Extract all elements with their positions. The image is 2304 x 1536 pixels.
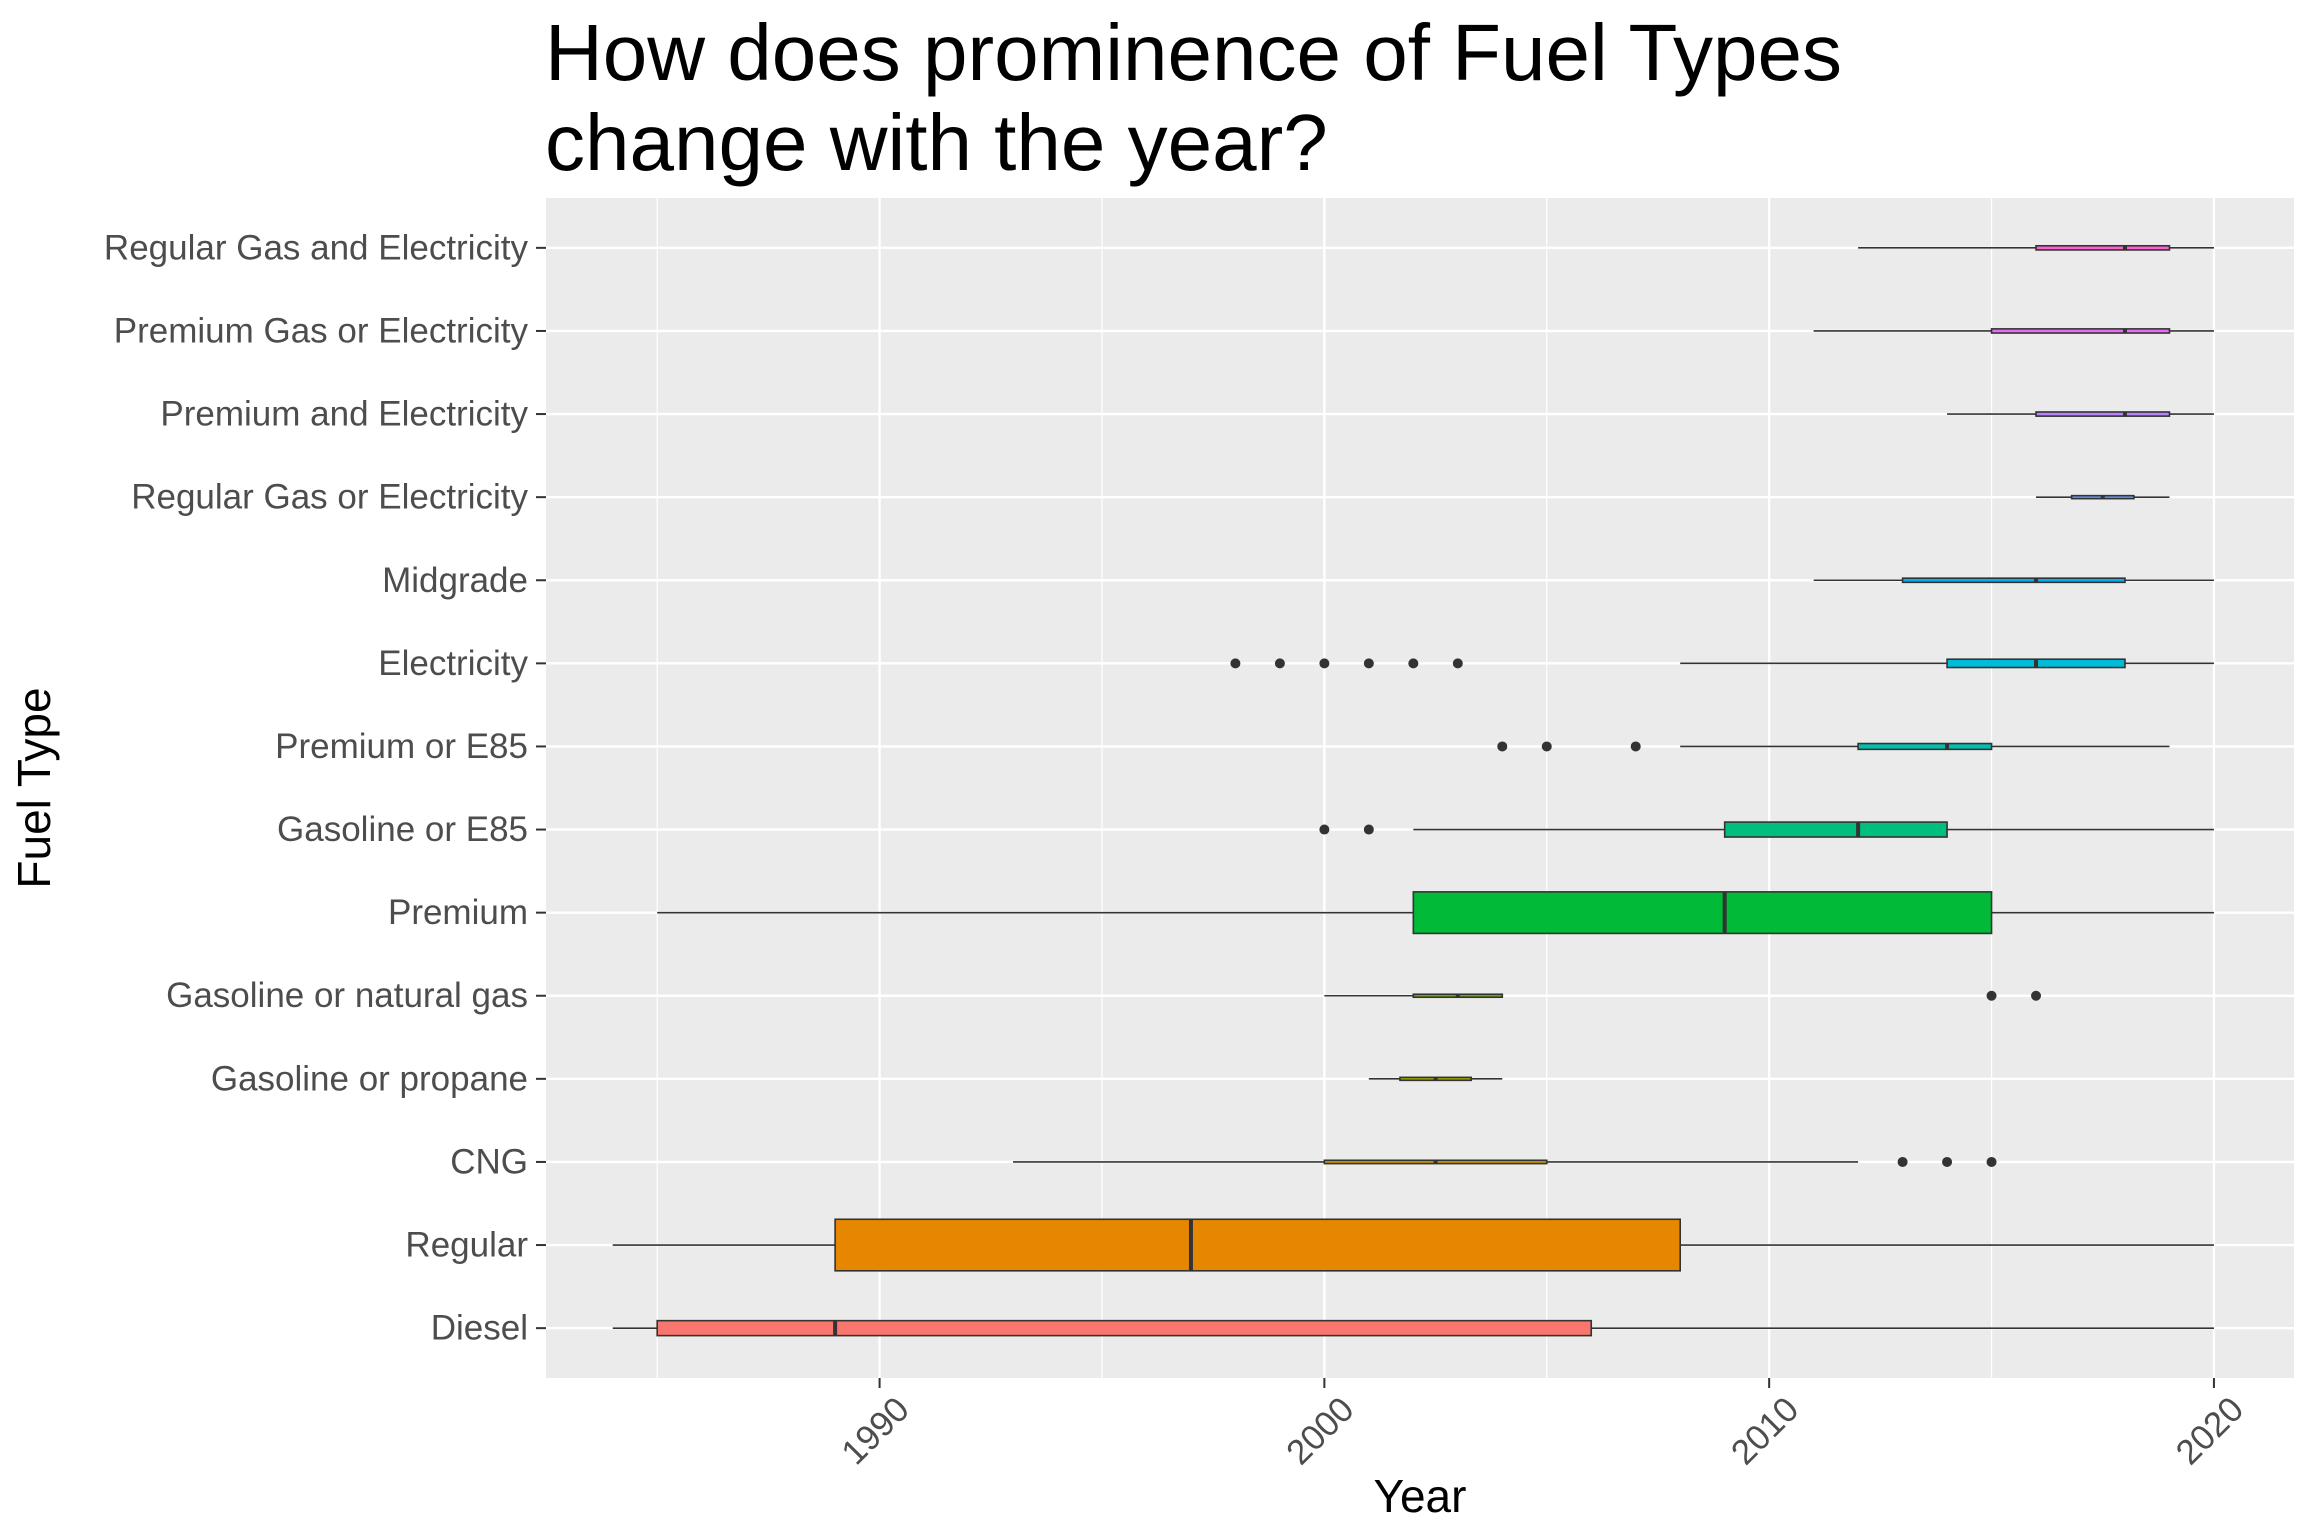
y-tick-label: CNG [450,1142,528,1181]
box-layer [612,244,2214,1337]
outlier-point [1319,824,1330,835]
box-iqr [656,1319,1593,1337]
y-tick-label: Premium Gas or Electricity [114,311,529,350]
outlier-point [1363,658,1374,669]
box-group [612,1218,2214,1272]
box-group [1858,244,2214,251]
outlier-point [1408,658,1419,669]
y-tick-label: Regular [405,1226,528,1265]
outlier-point [1897,1156,1908,1167]
box-iqr [1723,821,1948,838]
box-group [1813,328,2214,334]
box-group [612,1319,2214,1337]
outlier-point [1363,824,1374,835]
box-iqr [2035,411,2171,417]
y-tick-label: Premium [388,893,528,932]
box-group [1013,1156,1997,1167]
outlier-point [1986,990,1997,1001]
outlier-point [1452,658,1463,669]
box-group [2036,494,2170,500]
chart-title-line-1: How does prominence of Fuel Types [545,8,1842,97]
y-tick-label: Regular Gas and Electricity [104,228,529,267]
outlier-point [1497,741,1508,752]
chart-title-line-2: change with the year? [545,98,1328,187]
x-axis-label: Year [1374,1470,1467,1522]
outlier-point [1274,658,1285,669]
outlier-point [1319,658,1330,669]
box-group [1319,821,2214,838]
box-group [1230,658,2214,669]
outlier-point [1630,741,1641,752]
x-tick-label: 1990 [834,1390,917,1473]
plot-panel [546,198,2294,1378]
box-iqr [1901,577,2126,584]
box-group [1497,741,2170,752]
y-tick-label: Gasoline or E85 [277,810,528,849]
x-tick-label: 2000 [1279,1390,1362,1473]
box-group [657,891,2214,935]
x-tick-label: 2010 [1724,1390,1807,1473]
box-iqr [2035,244,2171,251]
y-tick-label: Gasoline or natural gas [166,976,528,1015]
box-iqr [1857,742,1993,751]
chart-title: How does prominence of Fuel Types change… [545,8,2245,188]
box-group [1813,577,2214,584]
box-iqr [1412,891,1993,935]
y-tick-label: Electricity [378,644,528,683]
box-iqr [834,1218,1681,1272]
y-tick-label: Gasoline or propane [211,1059,528,1098]
y-axis-label: Fuel Type [8,687,60,888]
outlier-point [2031,990,2042,1001]
box-iqr [1990,328,2171,334]
box-group [1368,1076,1503,1082]
y-tick-label: Regular Gas or Electricity [131,478,528,517]
y-tick-label: Diesel [431,1309,528,1348]
y-tick-label: Premium and Electricity [160,395,528,434]
outlier-point [1230,658,1241,669]
outlier-point [1541,741,1552,752]
x-tick-label: 2020 [2168,1390,2251,1473]
box-group [1324,990,2042,1001]
outlier-point [1942,1156,1953,1167]
outlier-point [1986,1156,1997,1167]
box-group [1947,411,2214,417]
y-tick-label: Premium or E85 [275,727,528,766]
y-tick-label: Midgrade [382,561,528,600]
